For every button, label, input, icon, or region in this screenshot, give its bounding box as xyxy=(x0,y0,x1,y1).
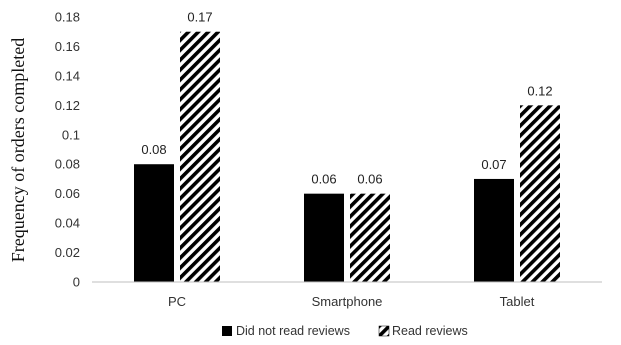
data-label: 0.17 xyxy=(187,10,212,25)
legend-swatch-did-not-read-reviews xyxy=(222,326,232,336)
bar-did-not-read-reviews xyxy=(304,193,344,282)
x-category-label: PC xyxy=(168,294,186,309)
y-axis-ticks: 0 0.02 0.04 0.06 0.08 0.1 0.12 0.14 0.16 0.18 xyxy=(55,10,80,290)
bar-read-reviews xyxy=(520,105,560,282)
y-tick-label: 0.18 xyxy=(55,10,80,25)
bar-read-reviews xyxy=(350,193,390,282)
data-label: 0.06 xyxy=(311,172,336,187)
data-labels: 0.08 0.17 0.06 0.06 0.07 0.12 xyxy=(141,10,552,187)
x-category-label: Tablet xyxy=(500,294,535,309)
y-tick-label: 0 xyxy=(73,275,80,290)
category-labels: PC Smartphone Tablet xyxy=(168,294,535,309)
y-tick-label: 0.16 xyxy=(55,39,80,54)
y-tick-label: 0.06 xyxy=(55,186,80,201)
legend-label-read-reviews: Read reviews xyxy=(392,324,468,338)
data-label: 0.06 xyxy=(357,172,382,187)
y-axis-label: Frequency of orders completed xyxy=(8,38,28,262)
legend: Did not read reviews Read reviews xyxy=(222,324,468,338)
bar-read-reviews xyxy=(180,31,220,282)
data-label: 0.07 xyxy=(481,157,506,172)
bar-did-not-read-reviews xyxy=(134,164,174,282)
y-tick-label: 0.14 xyxy=(55,68,80,83)
y-tick-label: 0.08 xyxy=(55,157,80,172)
bars xyxy=(134,31,560,282)
y-tick-label: 0.02 xyxy=(55,245,80,260)
legend-swatch-read-reviews xyxy=(378,325,390,337)
y-tick-label: 0.1 xyxy=(62,127,80,142)
data-label: 0.12 xyxy=(527,83,552,98)
x-category-label: Smartphone xyxy=(312,294,383,309)
legend-label-did-not-read-reviews: Did not read reviews xyxy=(236,324,350,338)
y-tick-label: 0.12 xyxy=(55,98,80,113)
y-tick-label: 0.04 xyxy=(55,216,80,231)
data-label: 0.08 xyxy=(141,142,166,157)
bar-did-not-read-reviews xyxy=(474,178,514,282)
